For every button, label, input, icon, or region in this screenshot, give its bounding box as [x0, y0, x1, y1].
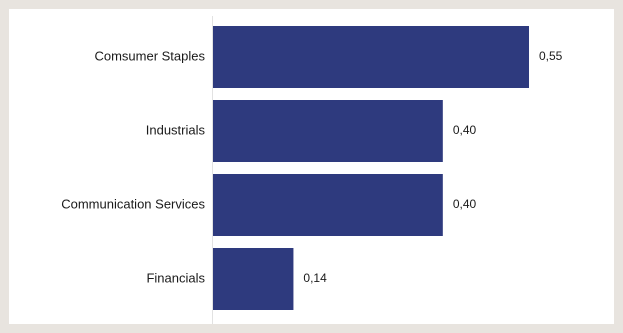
value-label-2: 0,40 — [453, 197, 477, 211]
category-label-2: Communication Services — [61, 196, 205, 211]
category-label-3: Financials — [146, 270, 205, 285]
value-label-0: 0,55 — [539, 49, 563, 63]
bar-2 — [213, 174, 443, 236]
category-label-1: Industrials — [146, 122, 206, 137]
bars-group: Comsumer Staples 0,55 Industrials 0,40 Commu… — [61, 26, 563, 310]
bar-1 — [213, 100, 443, 162]
bar-chart: Comsumer Staples 0,55 Industrials 0,40 Commu… — [61, 16, 563, 324]
value-label-3: 0,14 — [303, 271, 327, 285]
bar-3 — [213, 248, 294, 310]
category-label-0: Comsumer Staples — [94, 48, 205, 63]
value-label-1: 0,40 — [453, 123, 477, 137]
bar-0 — [213, 26, 529, 88]
chart-panel: Comsumer Staples 0,55 Industrials 0,40 Commu… — [9, 9, 614, 324]
